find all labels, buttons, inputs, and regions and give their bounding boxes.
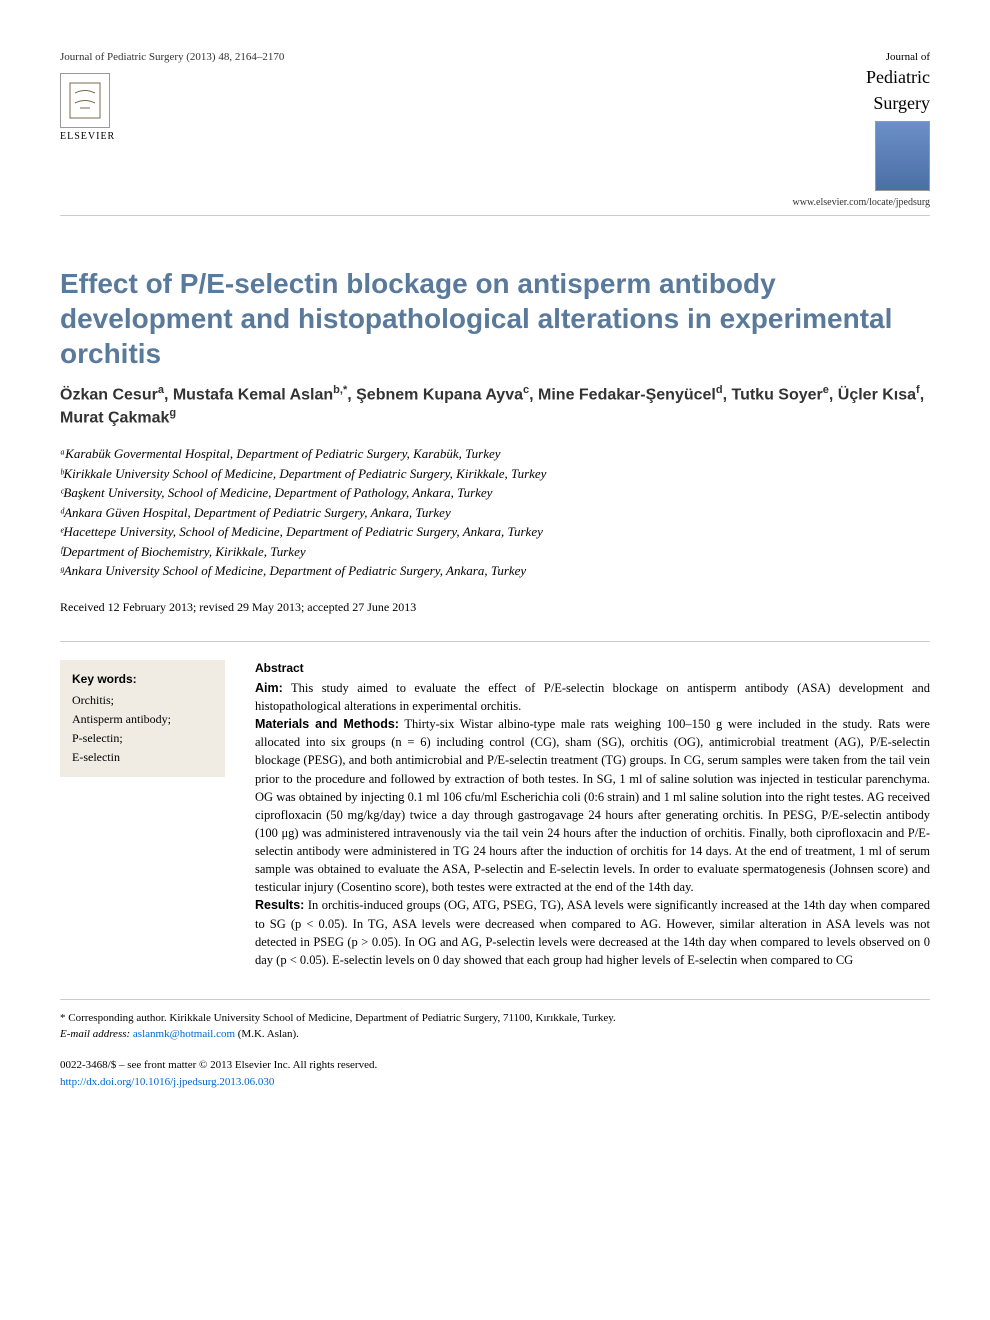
affiliations-list: ᵃKarabük Govermental Hospital, Departmen… <box>60 444 930 581</box>
methods-label: Materials and Methods: <box>255 717 399 731</box>
article-dates: Received 12 February 2013; revised 29 Ma… <box>60 599 930 616</box>
article-title: Effect of P/E-selectin blockage on antis… <box>60 266 930 371</box>
abstract-results: Results: In orchitis-induced groups (OG,… <box>255 896 930 969</box>
abstract-methods: Materials and Methods: Thirty-six Wistar… <box>255 715 930 896</box>
results-text: In orchitis-induced groups (OG, ATG, PSE… <box>255 898 930 966</box>
keywords-box: Key words: Orchitis;Antisperm antibody;P… <box>60 660 225 778</box>
keywords-heading: Key words: <box>72 670 213 689</box>
aim-text: This study aimed to evaluate the effect … <box>255 681 930 713</box>
abstract-heading: Abstract <box>255 660 930 677</box>
journal-url: www.elsevier.com/locate/jpedsurg <box>793 196 930 210</box>
corresponding-author: * Corresponding author. Kirikkale Univer… <box>60 1010 930 1043</box>
content-row: Key words: Orchitis;Antisperm antibody;P… <box>60 660 930 969</box>
journal-title-prefix: Journal of <box>793 50 930 65</box>
doi-link[interactable]: http://dx.doi.org/10.1016/j.jpedsurg.201… <box>60 1075 930 1090</box>
email-link[interactable]: aslanmk@hotmail.com <box>133 1028 235 1040</box>
publisher-name: ELSEVIER <box>60 130 284 144</box>
corresponding-line: * Corresponding author. Kirikkale Univer… <box>60 1010 930 1027</box>
journal-reference: Journal of Pediatric Surgery (2013) 48, … <box>60 50 284 65</box>
header-left: Journal of Pediatric Surgery (2013) 48, … <box>60 50 284 144</box>
aim-label: Aim: <box>255 681 283 695</box>
keywords-items: Orchitis;Antisperm antibody;P-selectin;E… <box>72 691 213 768</box>
footer-divider <box>60 999 930 1000</box>
journal-title-1: Pediatric <box>793 65 930 90</box>
results-label: Results: <box>255 898 304 912</box>
elsevier-logo-icon <box>60 73 110 128</box>
copyright-line: 0022-3468/$ – see front matter © 2013 El… <box>60 1058 930 1073</box>
journal-title-2: Surgery <box>793 91 930 116</box>
authors-list: Özkan Cesura, Mustafa Kemal Aslanb,*, Şe… <box>60 383 930 430</box>
abstract-block: Abstract Aim: This study aimed to evalua… <box>255 660 930 969</box>
header-right: Journal of Pediatric Surgery www.elsevie… <box>793 50 930 210</box>
journal-cover-icon <box>875 121 930 191</box>
email-author: (M.K. Aslan). <box>235 1028 299 1040</box>
email-line: E-mail address: aslanmk@hotmail.com (M.K… <box>60 1026 930 1043</box>
abstract-aim: Aim: This study aimed to evaluate the ef… <box>255 679 930 715</box>
section-divider <box>60 641 930 642</box>
page-header: Journal of Pediatric Surgery (2013) 48, … <box>60 50 930 216</box>
corresponding-text: Corresponding author. Kirikkale Universi… <box>66 1012 616 1024</box>
email-label: E-mail address: <box>60 1028 130 1040</box>
methods-text: Thirty-six Wistar albino-type male rats … <box>255 717 930 894</box>
publisher-block: ELSEVIER <box>60 73 284 144</box>
